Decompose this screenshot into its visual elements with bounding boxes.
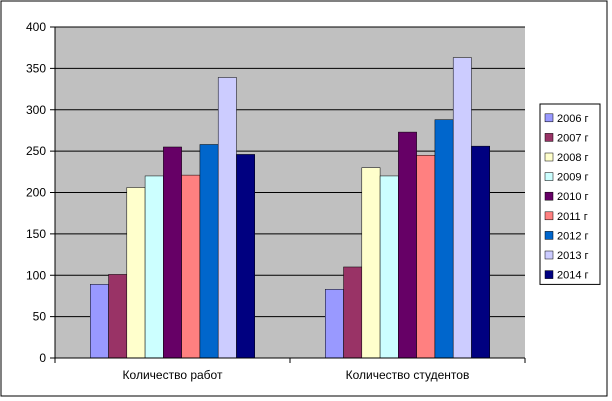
legend-label: 2010 г <box>557 191 589 203</box>
legend-swatch <box>544 113 554 123</box>
y-tick-label: 300 <box>26 103 46 117</box>
bar <box>90 284 109 359</box>
y-tick-label: 400 <box>26 20 46 34</box>
legend-label: 2012 г <box>557 230 589 242</box>
legend-label: 2009 г <box>557 172 589 184</box>
legend-swatch <box>544 152 554 162</box>
legend-swatch <box>544 211 554 221</box>
legend-swatch <box>544 270 554 279</box>
bar <box>144 175 164 359</box>
bar <box>217 77 237 359</box>
bar <box>416 155 436 359</box>
y-axis: 0 50 100 150 200 250 300 350 400 <box>26 20 56 365</box>
legend-label: 2011 г <box>557 211 588 223</box>
x-axis: Количество работ Количество студентов <box>54 357 526 382</box>
bar <box>471 145 491 359</box>
y-tick-label: 0 <box>39 351 46 365</box>
bar <box>361 167 381 359</box>
y-tick-label: 350 <box>26 61 46 75</box>
x-tick-label: Количество работ <box>123 368 223 382</box>
legend-label: 2013 г <box>557 250 589 262</box>
y-tick-label: 100 <box>26 268 46 282</box>
bar <box>398 131 417 359</box>
bar <box>181 174 201 359</box>
bars <box>90 57 491 359</box>
legend: 2006 г 2007 г 2008 г 2009 г 2010 г 2011 г 2012… <box>539 103 601 285</box>
y-tick-label: 250 <box>26 144 46 158</box>
bar <box>434 119 454 359</box>
bar <box>126 187 146 359</box>
bar <box>163 146 182 359</box>
bar <box>199 144 219 359</box>
legend-label: 2008 г <box>557 152 589 164</box>
y-tick-label: 50 <box>33 310 47 324</box>
bar <box>236 154 256 359</box>
legend-label: 2014 г <box>557 270 589 282</box>
bar <box>108 274 128 359</box>
bar <box>452 57 472 359</box>
legend-swatch <box>544 172 554 181</box>
legend-label: 2007 г <box>557 132 589 144</box>
legend-swatch <box>544 250 554 260</box>
bar <box>343 266 363 359</box>
y-tick-label: 200 <box>26 186 46 200</box>
y-tick-label: 150 <box>26 227 46 241</box>
legend-swatch <box>544 191 554 201</box>
legend-label: 2006 г <box>557 113 589 125</box>
legend-swatch <box>544 231 554 240</box>
legend-swatch <box>544 133 554 142</box>
bar <box>379 175 399 359</box>
bar <box>325 289 344 359</box>
x-tick-label: Количество студентов <box>346 368 470 382</box>
